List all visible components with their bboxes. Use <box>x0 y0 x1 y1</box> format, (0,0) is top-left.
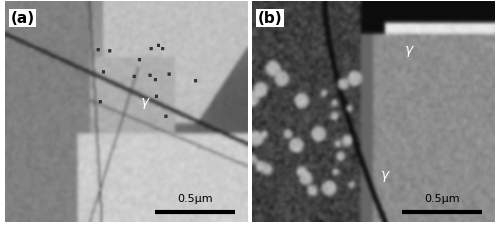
Text: γ: γ <box>406 43 413 57</box>
Text: γ: γ <box>141 94 150 108</box>
Text: 0.5μm: 0.5μm <box>177 193 212 203</box>
Text: γ: γ <box>381 167 390 181</box>
Text: 0.5μm: 0.5μm <box>424 193 460 203</box>
Text: (b): (b) <box>258 11 282 26</box>
Text: (a): (a) <box>10 11 34 26</box>
